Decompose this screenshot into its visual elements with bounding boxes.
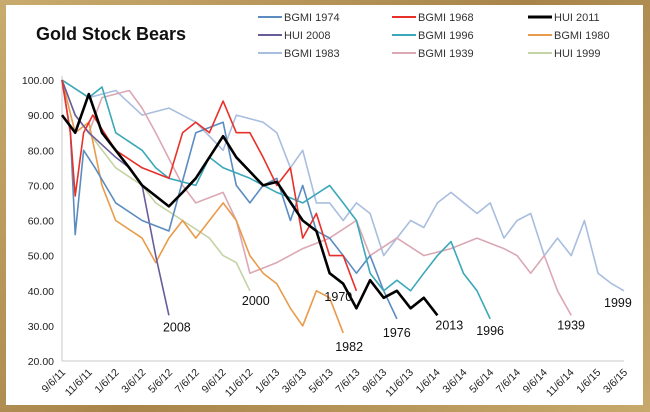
x-tick-label: 7/6/14 xyxy=(494,367,523,396)
y-tick-label: 40.00 xyxy=(28,286,54,298)
y-tick-label: 50.00 xyxy=(28,251,54,263)
x-tick-label: 5/6/14 xyxy=(467,367,496,396)
series-end-label: 2008 xyxy=(163,320,191,334)
legend-label: BGMI 1996 xyxy=(418,30,474,42)
x-tick-label: 1/6/14 xyxy=(414,367,443,396)
x-tick-label: 11/6/13 xyxy=(383,367,416,400)
legend-label: HUI 2011 xyxy=(554,12,600,24)
legend-label: BGMI 1983 xyxy=(284,48,340,60)
y-tick-label: 30.00 xyxy=(28,321,54,333)
series-end-label: 1982 xyxy=(335,340,363,354)
series-line-bgmi-1996 xyxy=(61,79,491,320)
series-line-bgmi-1974 xyxy=(61,79,398,320)
series-end-label: 1939 xyxy=(557,318,585,332)
x-tick-label: 1/6/13 xyxy=(253,367,282,396)
x-tick-label: 7/6/13 xyxy=(333,367,362,396)
y-tick-label: 70.00 xyxy=(28,180,54,192)
y-tick-label: 20.00 xyxy=(28,356,54,368)
series-end-label: 1970 xyxy=(324,290,352,304)
series-end-label: 2013 xyxy=(435,318,463,332)
chart-title: Gold Stock Bears xyxy=(36,24,186,44)
x-tick-label: 7/6/12 xyxy=(173,367,202,396)
x-tick-label: 3/6/15 xyxy=(601,367,630,396)
series-end-label: 1976 xyxy=(383,326,411,340)
legend-label: HUI 1999 xyxy=(554,48,600,60)
legend-label: HUI 2008 xyxy=(284,30,330,42)
series-end-label: 1999 xyxy=(604,296,632,310)
y-tick-label: 80.00 xyxy=(28,145,54,157)
x-tick-label: 11/6/11 xyxy=(63,367,95,399)
x-tick-label: 11/6/12 xyxy=(223,367,256,400)
series-line-bgmi-1939 xyxy=(61,79,572,316)
series-line-bgmi-1980 xyxy=(61,79,344,334)
legend-label: BGMI 1968 xyxy=(418,12,474,24)
series-line-hui-2011 xyxy=(60,92,439,317)
x-tick-label: 5/6/13 xyxy=(307,367,336,396)
x-tick-label: 1/6/15 xyxy=(574,367,603,396)
x-tick-label: 3/6/12 xyxy=(119,367,148,396)
legend-label: BGMI 1974 xyxy=(284,12,340,24)
y-tick-label: 100.00 xyxy=(22,75,54,87)
chart-area xyxy=(6,5,643,405)
y-tick-label: 90.00 xyxy=(28,110,54,122)
y-tick-label: 60.00 xyxy=(28,216,54,228)
x-tick-label: 1/6/12 xyxy=(93,367,122,396)
x-tick-label: 5/6/12 xyxy=(146,367,175,396)
x-tick-label: 3/6/14 xyxy=(440,367,469,396)
x-tick-label: 11/6/14 xyxy=(544,367,577,400)
series-end-label: 2000 xyxy=(242,294,270,308)
legend-label: BGMI 1980 xyxy=(554,30,610,42)
x-tick-label: 3/6/13 xyxy=(280,367,309,396)
series-line-bgmi-1983 xyxy=(61,79,625,292)
series-end-label: 1996 xyxy=(476,324,504,338)
legend-label: BGMI 1939 xyxy=(418,48,474,60)
series-line-hui-2008 xyxy=(61,79,170,316)
